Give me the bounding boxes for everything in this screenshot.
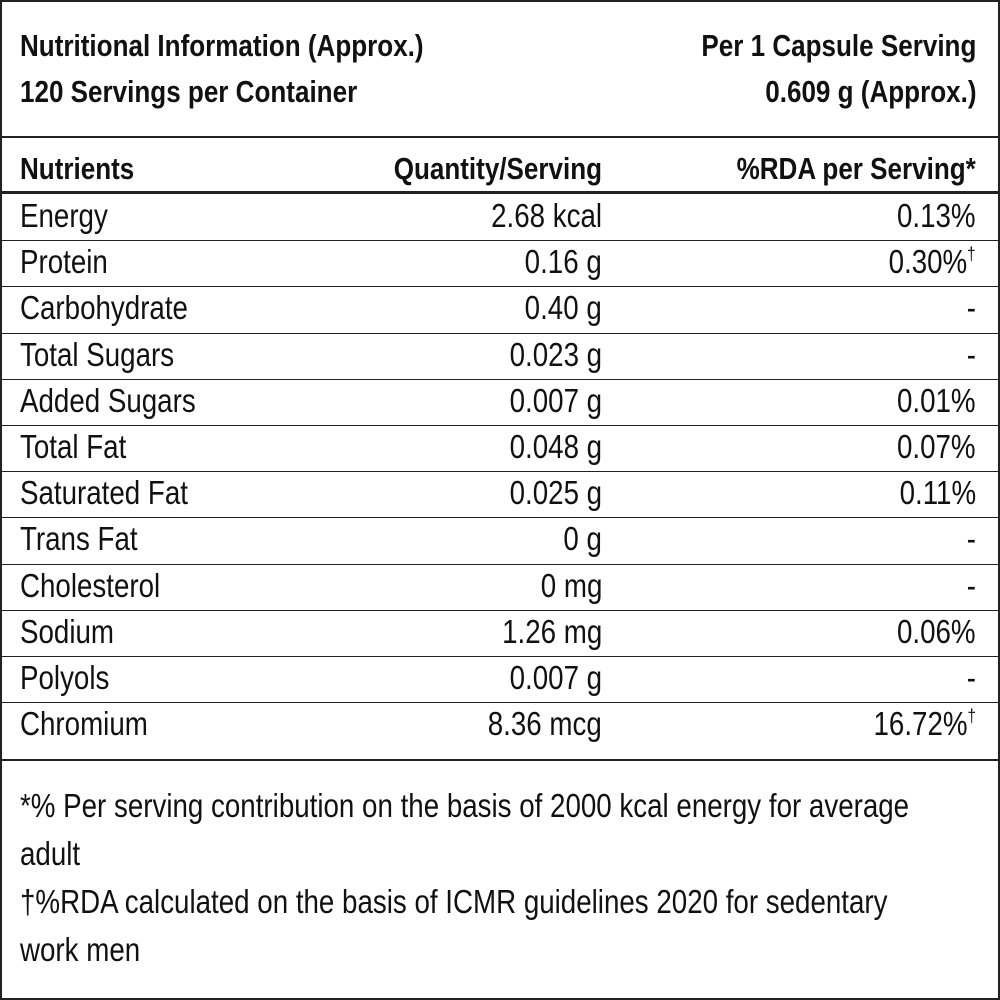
- divider: [2, 759, 998, 761]
- row-line: [2, 609, 998, 611]
- quantity: 0.16 g: [524, 243, 602, 281]
- divider: [2, 136, 998, 138]
- rda: -: [967, 519, 976, 559]
- serving-label: Per 1 Capsule Serving: [701, 28, 976, 63]
- quantity: 1.26 mg: [501, 612, 602, 650]
- rda: 0.11%: [899, 473, 976, 513]
- rda-value: 0.30%: [888, 243, 968, 281]
- rda-note: †: [967, 244, 976, 265]
- row-line: [2, 378, 998, 380]
- row-line: [2, 563, 998, 565]
- row-line: [2, 425, 998, 426]
- footnote: †%RDA calculated on the basis of ICMR gu…: [20, 883, 888, 968]
- quantity: 8.36 mcg: [487, 705, 602, 743]
- quantity: 0.007 g: [509, 659, 602, 696]
- rda: 0.01%: [897, 381, 976, 421]
- nutrient: Protein: [20, 243, 108, 281]
- row-line: [2, 471, 998, 473]
- rda-value: -: [966, 335, 976, 373]
- quantity: 0 g: [563, 520, 602, 558]
- quantity: 0.025 g: [509, 474, 602, 512]
- row-line: [2, 656, 998, 657]
- rda-value: 0.07%: [897, 428, 976, 465]
- row-line: [2, 332, 998, 334]
- rda: 0.07%: [897, 427, 976, 467]
- nutrient: Cholesterol: [20, 566, 161, 604]
- rda-value: -: [966, 566, 976, 604]
- rda-value: -: [966, 289, 976, 327]
- row-line: [2, 240, 998, 242]
- quantity: 0 mg: [540, 566, 602, 604]
- rda: -: [967, 335, 976, 375]
- rda: -: [967, 566, 976, 606]
- footnote: *% Per serving contribution on the basis…: [20, 787, 910, 872]
- divider: [2, 191, 998, 194]
- footnotes: *% Per serving contribution on the basis…: [20, 782, 927, 974]
- rda: 16.72%†: [874, 704, 976, 744]
- serving-size: 0.609 g (Approx.): [764, 74, 976, 109]
- rda-value: 0.13%: [897, 197, 976, 234]
- nutrient: Total Sugars: [20, 335, 175, 373]
- nutrient: Polyols: [20, 659, 110, 696]
- rda: -: [967, 288, 976, 328]
- column-header: Nutrients: [20, 151, 135, 186]
- rda: 0.30%†: [889, 242, 976, 282]
- nutrient: Total Fat: [20, 428, 127, 465]
- nutrient: Energy: [20, 197, 108, 234]
- servings: 120 Servings per Container: [20, 74, 358, 109]
- rda-value: 0.01%: [897, 381, 976, 419]
- rda: -: [967, 658, 976, 698]
- rda-value: -: [966, 520, 976, 558]
- quantity: 0.007 g: [509, 381, 602, 419]
- column-header: Quantity/Serving: [393, 151, 602, 186]
- nutrient: Trans Fat: [20, 520, 138, 558]
- rda: 0.06%: [897, 612, 976, 652]
- nutrient: Saturated Fat: [20, 474, 188, 512]
- quantity: 0.023 g: [509, 335, 602, 373]
- row-line: [2, 517, 998, 519]
- row-line: [2, 286, 998, 288]
- column-header: %RDA per Serving*: [736, 151, 976, 186]
- nutrient: Chromium: [20, 705, 148, 743]
- rda-value: 0.06%: [897, 612, 976, 650]
- title: Nutritional Information (Approx.): [20, 28, 424, 63]
- quantity: 0.40 g: [524, 289, 602, 327]
- nutrient: Added Sugars: [20, 381, 196, 419]
- quantity: 2.68 kcal: [491, 197, 602, 234]
- rda-value: -: [966, 659, 976, 696]
- rda-note: †: [967, 706, 976, 727]
- rda-value: 0.11%: [899, 474, 976, 512]
- rda: 0.13%: [897, 196, 976, 236]
- nutrient: Carbohydrate: [20, 289, 188, 327]
- nutrient: Sodium: [20, 612, 114, 650]
- quantity: 0.048 g: [509, 428, 602, 465]
- row-line: [2, 702, 998, 704]
- rda-value: 16.72%: [873, 705, 968, 743]
